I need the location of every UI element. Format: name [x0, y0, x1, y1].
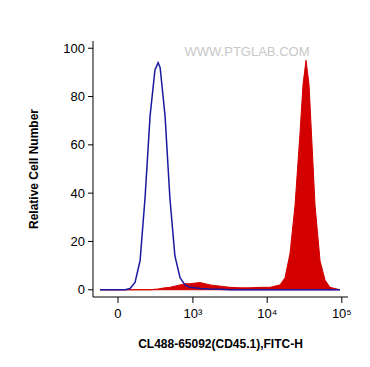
x-axis [93, 297, 348, 298]
y-tick-label: 40 [71, 186, 85, 201]
y-axis-label: Relative Cell Number [27, 109, 41, 229]
y-tick-label: 60 [71, 137, 85, 152]
y-tick-label: 0 [78, 282, 85, 297]
x-tick-label: 0 [114, 306, 121, 321]
x-tick [267, 297, 268, 303]
y-tick-label: 100 [63, 41, 85, 56]
y-tick [88, 241, 93, 242]
y-tick [88, 289, 93, 290]
y-tick [88, 96, 93, 97]
x-tick-label: 10³ [184, 306, 203, 321]
x-tick [192, 297, 193, 303]
y-axis [93, 41, 94, 297]
x-tick [117, 297, 118, 303]
y-tick [88, 193, 93, 194]
y-tick-label: 20 [71, 234, 85, 249]
chart: WWW.PTGLAB.COM 0 20 40 60 80 100 0 10³ 10⁴ 10⁵ CL48… [0, 0, 370, 367]
x-tick-label: 10⁴ [257, 306, 277, 321]
histogram-line [100, 63, 340, 290]
watermark: WWW.PTGLAB.COM [185, 44, 310, 59]
y-tick [88, 144, 93, 145]
y-tick-label: 80 [71, 89, 85, 104]
data-group [100, 60, 340, 289]
x-tick-label: 10⁵ [332, 306, 352, 321]
y-tick [88, 48, 93, 49]
x-tick [341, 297, 342, 303]
histogram-area [100, 60, 340, 289]
x-axis-label: CL488-65092(CD45.1),FITC-H [138, 337, 303, 351]
